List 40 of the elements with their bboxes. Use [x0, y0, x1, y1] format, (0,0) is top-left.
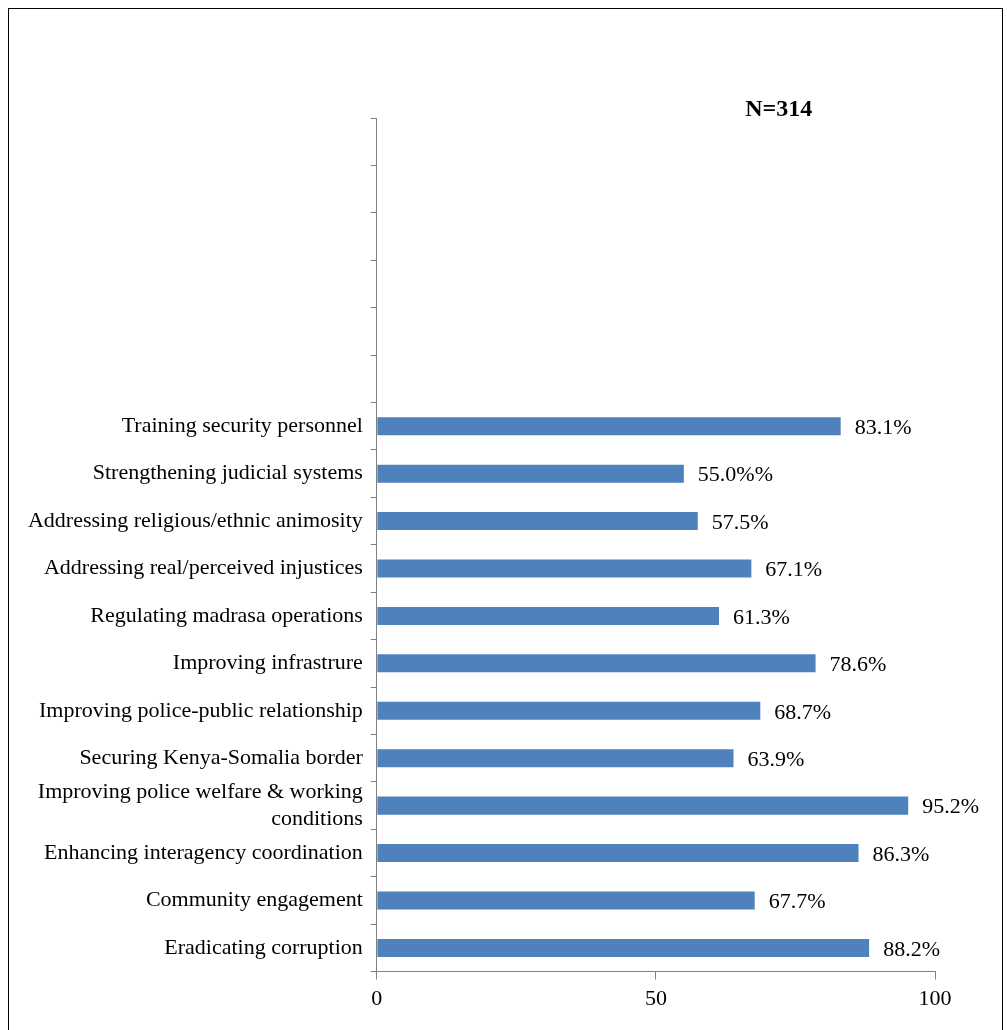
bar [377, 464, 684, 483]
y-tick-label: Securing Kenya-Somalia border [79, 743, 364, 769]
data-label: 61.3% [732, 603, 790, 629]
data-label: 55.0%% [697, 461, 773, 487]
bar [377, 559, 752, 578]
y-tick-label: Improving infrastrure [172, 649, 363, 675]
bar [377, 844, 859, 863]
data-label: 88.2% [883, 935, 940, 961]
bar [377, 417, 841, 436]
data-label: 78.6% [829, 651, 887, 677]
bar [377, 891, 755, 910]
y-tick-label: Addressing real/perceived injustices [43, 554, 363, 580]
x-tick-label: 50 [644, 984, 667, 1010]
chart-title: N=314 [745, 95, 813, 122]
y-tick-label: Training security personnel [121, 412, 363, 438]
data-label: 67.1% [765, 556, 823, 582]
data-label: 95.2% [922, 793, 980, 819]
data-label: 86.3% [872, 840, 930, 866]
y-tick-label: Addressing religious/ethnic animosity [27, 506, 363, 532]
bar [377, 701, 761, 720]
bar [377, 654, 816, 673]
bar [377, 606, 719, 625]
y-tick-label: Eradicating corruption [164, 933, 363, 959]
bar [377, 796, 909, 815]
y-tick-label: Improving police-public relationship [39, 696, 363, 722]
data-label: 63.9% [747, 745, 805, 771]
y-tick-label: Community engagement [145, 886, 363, 912]
y-tick-label: Regulating madrasa operations [90, 601, 363, 627]
bar [377, 512, 698, 531]
data-label: 68.7% [774, 698, 832, 724]
bar [377, 938, 870, 957]
y-tick-label: Enhancing interagency coordination [43, 838, 363, 864]
bar [377, 749, 734, 768]
data-label: 83.1% [854, 414, 912, 440]
data-label: 67.7% [768, 888, 826, 914]
x-tick-label: 0 [371, 984, 383, 1010]
y-tick-label: Strengthening judicial systems [92, 459, 363, 485]
x-tick-label: 100 [918, 984, 952, 1010]
data-label: 57.5% [711, 508, 769, 534]
y-tick-label: Improving police welfare & working conditions [37, 778, 363, 830]
